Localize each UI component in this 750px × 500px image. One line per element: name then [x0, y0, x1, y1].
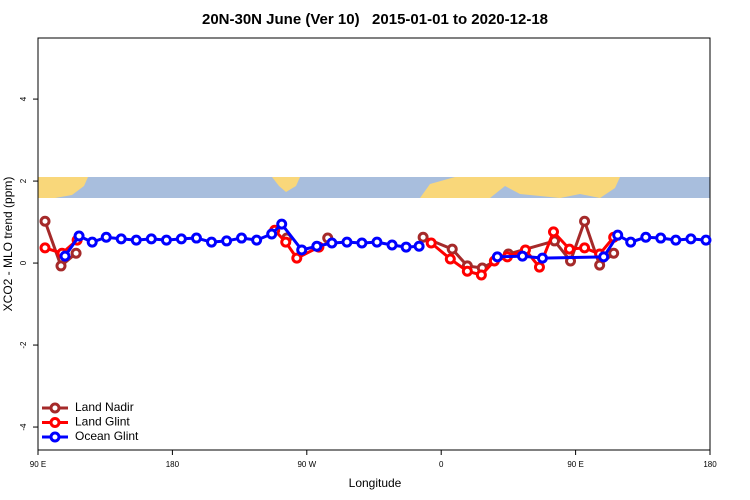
y-tick-label: -4 [19, 423, 28, 431]
point [579, 215, 591, 227]
point [444, 253, 456, 265]
point [296, 244, 308, 256]
legend-label: Land Nadir [75, 400, 134, 414]
point [206, 236, 218, 248]
point [685, 233, 697, 245]
point [670, 234, 682, 246]
point [598, 251, 610, 263]
point [221, 235, 233, 247]
point [533, 261, 545, 273]
point [130, 234, 142, 246]
y-tick-label: 0 [19, 260, 28, 265]
point [39, 215, 51, 227]
point [461, 265, 473, 277]
land [272, 177, 300, 192]
x-tick-label: 90 W [297, 460, 316, 469]
point [400, 241, 412, 253]
point [640, 231, 652, 243]
point [190, 232, 202, 244]
point [341, 236, 353, 248]
point [59, 250, 71, 262]
point [326, 237, 338, 249]
point [413, 240, 425, 252]
point [39, 242, 51, 254]
point [612, 229, 624, 241]
x-tick-label: 180 [703, 460, 717, 469]
point [251, 234, 263, 246]
y-tick-label: 4 [19, 96, 28, 101]
x-tick-label: 90 E [567, 460, 583, 469]
point [563, 243, 575, 255]
point [145, 233, 157, 245]
point [86, 236, 98, 248]
point [70, 247, 82, 259]
point [491, 251, 503, 263]
point [55, 260, 67, 272]
point [280, 236, 292, 248]
legend-label: Ocean Glint [75, 429, 139, 443]
plot-frame [37, 37, 711, 451]
x-tick-label: 90 E [30, 460, 46, 469]
legend-marker [49, 431, 61, 443]
point [386, 239, 398, 251]
point [536, 252, 548, 264]
chart-title: 20N-30N June (Ver 10) 2015-01-01 to 2020… [202, 11, 548, 28]
point [291, 252, 303, 264]
point [115, 233, 127, 245]
point [236, 232, 248, 244]
point [371, 236, 383, 248]
point [311, 240, 323, 252]
land [420, 177, 620, 198]
point [356, 237, 368, 249]
y-tick-label: 2 [19, 178, 28, 183]
y-tick-label: -2 [19, 341, 28, 349]
point [446, 243, 458, 255]
x-tick-label: 0 [439, 460, 444, 469]
point [625, 236, 637, 248]
legend-marker [49, 417, 61, 428]
point [417, 231, 429, 243]
x-tick-label: 180 [166, 460, 180, 469]
point [594, 259, 606, 271]
legend-label: Land Glint [75, 415, 130, 429]
point [73, 230, 85, 242]
point [547, 226, 559, 238]
point [579, 242, 591, 254]
land [38, 177, 88, 198]
map-strip [38, 177, 710, 198]
point [160, 234, 172, 246]
point [655, 232, 667, 244]
point [100, 231, 112, 243]
point [276, 218, 288, 230]
point [608, 247, 620, 259]
y-axis-label: XCO2 - MLO trend (ppm) [1, 177, 15, 312]
point [516, 250, 528, 262]
point [175, 233, 187, 245]
x-axis-label: Longitude [349, 476, 402, 490]
point [700, 234, 712, 246]
point [475, 269, 487, 281]
legend-marker [49, 402, 61, 414]
point [266, 228, 278, 240]
point [425, 237, 437, 249]
